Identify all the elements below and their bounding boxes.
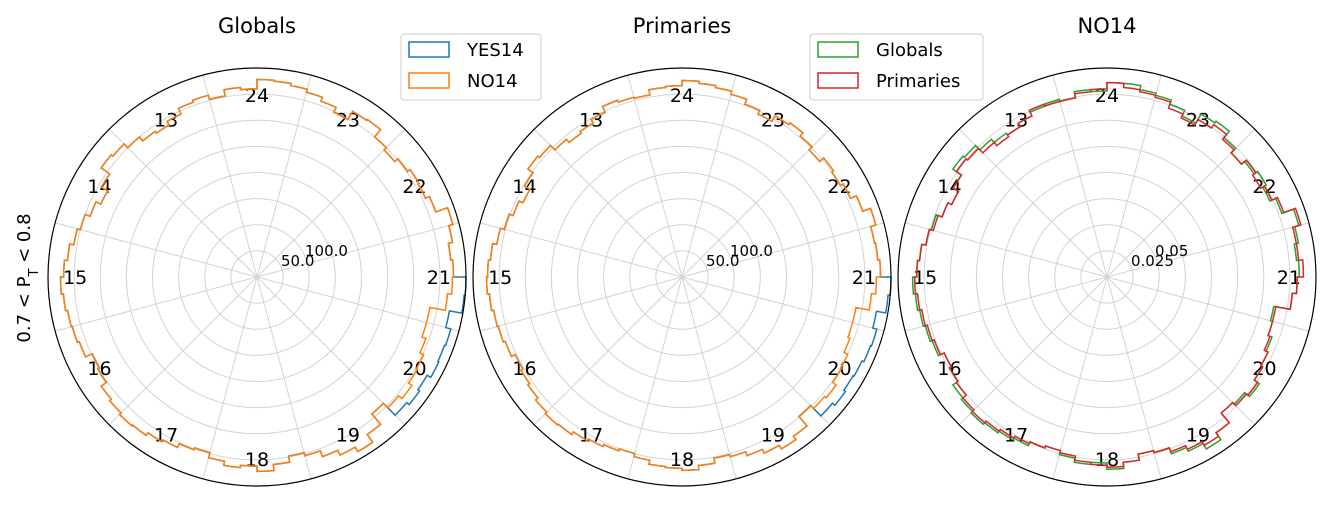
polar-panel-1: Globals50.0100.0132423222120191817161514… [47, 14, 542, 487]
radial-gridline [923, 93, 1291, 461]
legend-box [809, 33, 984, 101]
sector-label: 17 [579, 424, 603, 446]
radial-tick-label: 50.0 [706, 252, 739, 270]
legend-label: Globals [876, 40, 943, 61]
radial-gridline [230, 250, 284, 304]
sector-label: 16 [512, 358, 536, 380]
sector-label: 21 [427, 267, 451, 289]
polar-frame [47, 67, 467, 487]
sector-label: 14 [87, 176, 111, 198]
sector-label: 22 [827, 176, 851, 198]
legend-swatch [817, 41, 859, 58]
legend-swatch [408, 41, 450, 58]
legend: YES14 NO14 [400, 33, 542, 101]
polar-panel-2: Primaries50.0100.01324232221201918171615… [472, 14, 892, 487]
sector-label: 20 [402, 358, 426, 380]
sector-label: 13 [154, 110, 178, 132]
radial-gridline [73, 93, 441, 461]
sector-label: 24 [245, 85, 269, 107]
radial-gridline [1080, 250, 1134, 304]
radial-gridline [550, 145, 814, 409]
legend: Globals Primaries [809, 33, 984, 101]
series-no14-line [59, 78, 455, 473]
radial-gridline [949, 119, 1265, 435]
legend-label: YES14 [466, 40, 524, 61]
radial-tick-label: 100.0 [730, 242, 773, 260]
radial-gridline [524, 119, 840, 435]
sector-label: 14 [937, 176, 961, 198]
polar-frame [472, 67, 892, 487]
radial-tick-label: 0.025 [1131, 252, 1174, 270]
radial-tick-label: 100.0 [305, 242, 348, 260]
radial-gridline [125, 145, 389, 409]
sector-label: 16 [87, 358, 111, 380]
radial-gridline [577, 172, 787, 382]
polar-panel-3: NO140.0250.05132423222120191817161514Glo… [809, 14, 1317, 487]
sector-label: 22 [402, 176, 426, 198]
sector-label: 19 [336, 424, 360, 446]
radial-gridline [152, 172, 362, 382]
sector-label: 19 [761, 424, 785, 446]
panel-title: Primaries [633, 14, 731, 38]
radial-gridline [1002, 172, 1212, 382]
sector-label: 24 [670, 85, 694, 107]
series-no14-line [485, 79, 882, 472]
radial-gridline [655, 250, 709, 304]
radial-gridline [975, 145, 1239, 409]
sector-label: 15 [488, 267, 512, 289]
radial-tick-label: 0.05 [1155, 242, 1188, 260]
sector-label: 15 [63, 267, 87, 289]
sector-label: 18 [670, 449, 694, 471]
panel-title: NO14 [1078, 14, 1137, 38]
radial-gridline [1028, 198, 1186, 356]
sector-label: 17 [154, 424, 178, 446]
radial-gridline [629, 224, 735, 330]
legend-label: Primaries [876, 71, 960, 92]
radial-gridline [178, 198, 336, 356]
panel-title: Globals [218, 14, 296, 38]
sector-label: 19 [1186, 424, 1210, 446]
series-primaries-line [913, 81, 1305, 468]
sector-label: 13 [1004, 110, 1028, 132]
sector-label: 15 [913, 267, 937, 289]
sector-label: 21 [1277, 267, 1301, 289]
sector-label: 14 [512, 176, 536, 198]
panels: Globals50.0100.0132423222120191817161514… [47, 14, 1317, 487]
legend-swatch [817, 72, 859, 89]
radial-gridline [498, 93, 866, 461]
polar-frame [897, 67, 1317, 487]
radial-gridline [1054, 224, 1160, 330]
sector-label: 21 [852, 267, 876, 289]
legend-label: NO14 [467, 71, 518, 92]
radial-gridline [99, 119, 415, 435]
sector-label: 20 [827, 358, 851, 380]
radial-gridline [603, 198, 761, 356]
legend-box [400, 33, 542, 101]
radial-tick-label: 50.0 [281, 252, 314, 270]
sector-label: 23 [336, 110, 360, 132]
radial-gridline [204, 224, 310, 330]
figure-ylabel: 0.7 < PT < 0.8 [14, 213, 42, 342]
legend-swatch [408, 72, 450, 89]
